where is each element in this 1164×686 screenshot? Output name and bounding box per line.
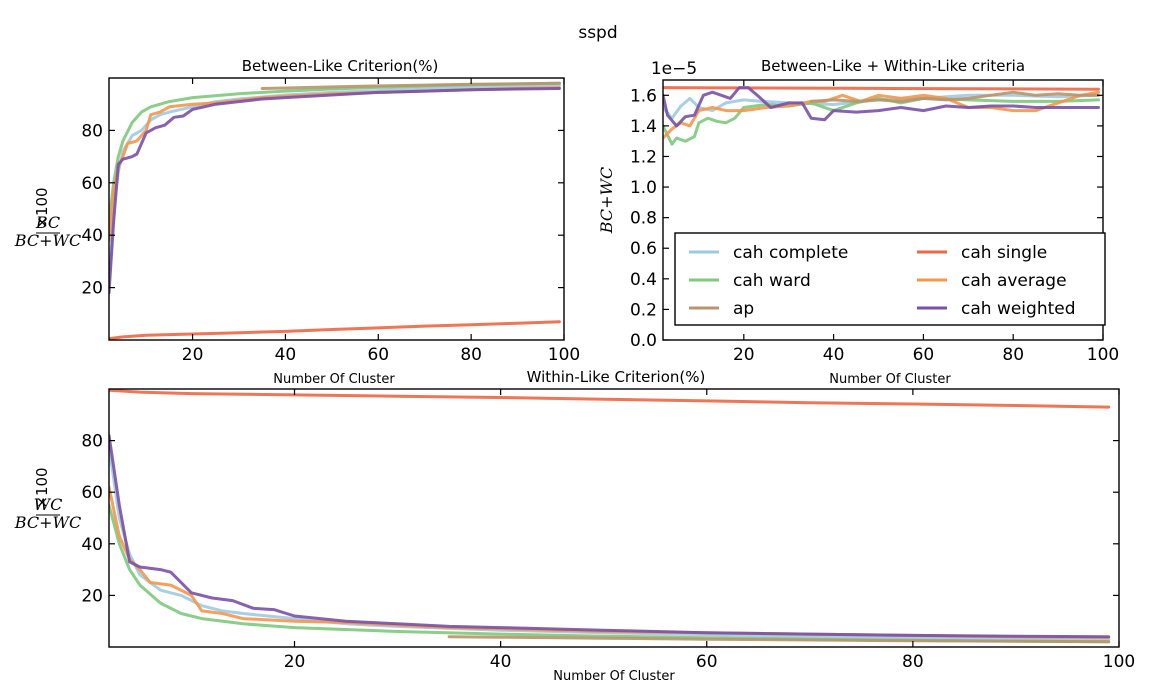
between-ytick-label: 40 — [81, 226, 103, 246]
legend-box — [674, 232, 1106, 326]
sum-plot-frame — [662, 79, 1104, 341]
sum-series-cah-average — [663, 90, 1100, 140]
within-ytick-label: 20 — [81, 586, 103, 606]
sum-offset-label: 1e−5 — [651, 59, 697, 79]
within-series-ap — [447, 635, 1111, 644]
sum-xtick-label: 80 — [1002, 345, 1024, 365]
between-ytick-label: 60 — [81, 174, 103, 194]
between-series-cah-complete — [109, 83, 561, 284]
sum-series-cah-ward — [663, 96, 1100, 146]
between-xtick-label: 60 — [367, 345, 389, 365]
figure-suptitle: sspd — [578, 23, 617, 43]
sum-ylabel: BC+WC — [597, 167, 616, 234]
svg-text:BC: BC — [35, 213, 60, 232]
between-ytick-label: 20 — [81, 279, 103, 299]
svg-text:WC: WC — [34, 495, 63, 514]
sum-ytick-label: 0.0 — [630, 331, 657, 351]
legend-label-cah-complete: cah complete — [733, 243, 848, 263]
sum-xtick-label: 20 — [733, 345, 755, 365]
within-ytick-label: 80 — [81, 432, 103, 452]
between-series-cah-single — [109, 320, 561, 340]
within-xtick-label: 100 — [1103, 652, 1135, 672]
legend-label-cah-ward: cah ward — [733, 271, 811, 291]
between-like-panel: Between-Like Criterion(%) Number Of Clus… — [14, 57, 580, 387]
sum-xtick-label: 100 — [1087, 345, 1119, 365]
legend-label-cah-single: cah single — [961, 243, 1047, 263]
sum-ytick-label: 0.2 — [630, 300, 657, 320]
within-like-ylabel: WC BC+WC — [14, 495, 81, 532]
between-like-xlabel: Number Of Cluster — [273, 372, 395, 387]
within-like-ylabel-multiplier: ×100 — [33, 467, 51, 508]
within-like-title: Within-Like Criterion(%) — [527, 368, 706, 386]
between-xtick-label: 100 — [548, 345, 580, 365]
within-xtick-label: 60 — [696, 652, 718, 672]
svg-text:BC+WC: BC+WC — [14, 231, 81, 250]
between-series-cah-ward — [109, 81, 561, 224]
legend-label-cah-weighted: cah weighted — [961, 299, 1076, 319]
within-series-cah-weighted — [109, 433, 1111, 639]
between-like-ylabel: BC BC+WC — [14, 213, 81, 250]
within-ytick-label: 40 — [81, 535, 103, 555]
legend: cah complete cah single cah ward cah averag… — [674, 232, 1106, 326]
within-xtick-label: 40 — [490, 652, 512, 672]
within-series-cah-ward — [109, 503, 1111, 644]
within-like-panel: Within-Like Criterion(%) Number Of Clust… — [14, 368, 1135, 684]
between-xtick-label: 20 — [182, 345, 204, 365]
legend-label-ap: ap — [733, 299, 754, 319]
within-series-cah-single — [109, 389, 1111, 409]
sum-ytick-label: 1.4 — [630, 117, 657, 137]
sum-xlabel: Number Of Cluster — [829, 372, 951, 387]
sum-ytick-label: 0.4 — [630, 270, 657, 290]
sum-title: Between-Like + Within-Like criteria — [761, 57, 1025, 75]
between-series-ap — [260, 81, 561, 90]
sum-ytick-label: 1.0 — [630, 178, 657, 198]
sum-series-cah-weighted — [663, 86, 1100, 128]
between-xtick-label: 80 — [460, 345, 482, 365]
sum-ytick-label: 0.8 — [630, 209, 657, 229]
sum-xtick-label: 40 — [823, 345, 845, 365]
sum-series-cah-single — [663, 86, 1100, 91]
sum-ytick-label: 0.6 — [630, 239, 657, 259]
svg-text:BC+WC: BC+WC — [14, 513, 81, 532]
between-xtick-label: 40 — [275, 345, 297, 365]
between-like-ylabel-multiplier: ×100 — [33, 187, 51, 228]
legend-label-cah-average: cah average — [961, 271, 1067, 291]
sum-series-ap — [809, 90, 1100, 103]
between-like-title: Between-Like Criterion(%) — [242, 57, 439, 75]
sum-ytick-label: 1.6 — [630, 86, 657, 106]
within-xtick-label: 20 — [284, 652, 306, 672]
sum-ytick-label: 1.2 — [630, 147, 657, 167]
sum-xtick-label: 60 — [913, 345, 935, 365]
between-plot-frame — [108, 77, 565, 341]
within-series-cah-complete — [109, 444, 1111, 642]
within-like-xlabel: Number Of Cluster — [553, 669, 675, 684]
between-series-cah-weighted — [109, 87, 561, 295]
within-xtick-label: 80 — [902, 652, 924, 672]
between-ytick-label: 80 — [81, 121, 103, 141]
within-ytick-label: 60 — [81, 483, 103, 503]
within-plot-frame — [108, 388, 1120, 648]
sum-panel: Between-Like + Within-Like criteria 1e−5… — [597, 57, 1119, 387]
